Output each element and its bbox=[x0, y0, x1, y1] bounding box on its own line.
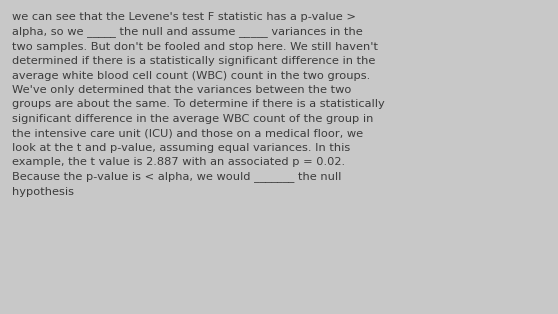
Text: we can see that the Levene's test F statistic has a p-value >
alpha, so we _____: we can see that the Levene's test F stat… bbox=[12, 12, 385, 197]
